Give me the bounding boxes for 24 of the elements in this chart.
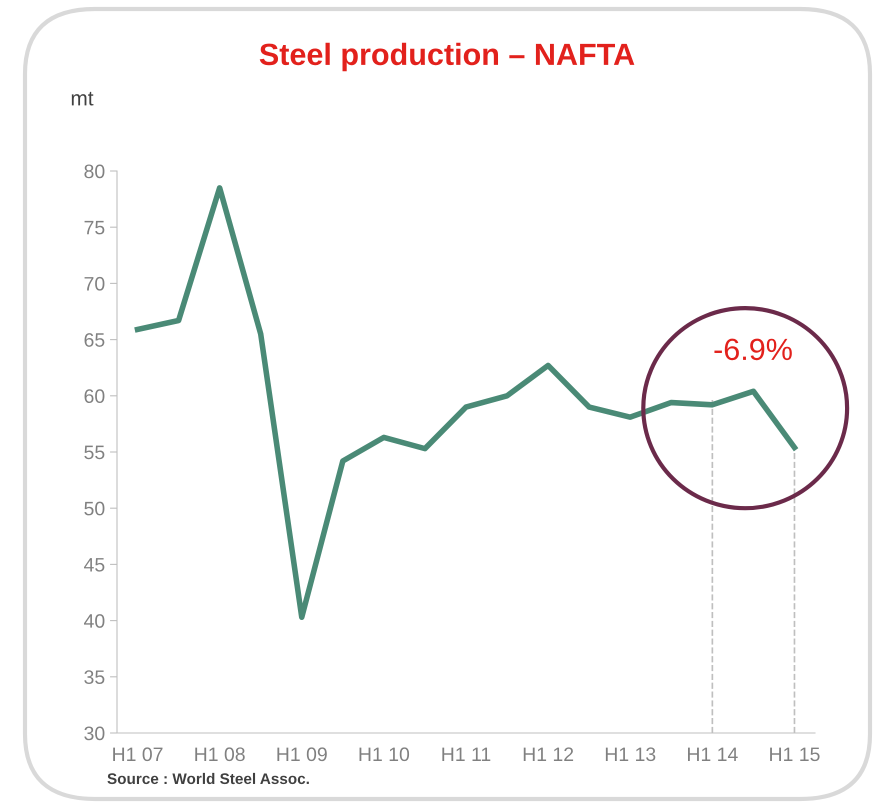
x-tick-label: H1 11 bbox=[442, 748, 490, 761]
x-tick-label: H1 15 bbox=[770, 748, 820, 762]
y-tick-label: 35 bbox=[84, 670, 104, 684]
annotation: -6.9% bbox=[714, 338, 792, 360]
x-tick-label: H1 14 bbox=[688, 748, 738, 761]
y-tick-label: 30 bbox=[84, 726, 104, 740]
y-tick-label: 65 bbox=[84, 333, 104, 347]
source-note: Source : World Steel Assoc. bbox=[107, 772, 309, 784]
x-tick-label: H1 09 bbox=[277, 747, 327, 762]
y-tick-label: 70 bbox=[84, 276, 104, 291]
x-tick-label: H1 10 bbox=[360, 747, 410, 762]
y-tick-label: 50 bbox=[84, 502, 104, 516]
x-tick-label: H1 13 bbox=[606, 747, 656, 762]
y-tick-label: 75 bbox=[84, 220, 104, 234]
x-tick-label: H1 07 bbox=[113, 747, 162, 762]
y-tick-label: 45 bbox=[84, 558, 104, 572]
y-tick-label: 40 bbox=[84, 614, 104, 628]
x-tick-label: H1 12 bbox=[524, 747, 574, 761]
y-tick-label: 60 bbox=[84, 389, 104, 404]
y-axis-title: mt bbox=[72, 92, 94, 106]
y-tick-label: 80 bbox=[84, 164, 104, 178]
x-tick-label: H1 08 bbox=[195, 747, 245, 762]
y-tick-label: 55 bbox=[84, 446, 104, 460]
chart-title: Steel production – NAFTA bbox=[260, 42, 634, 72]
